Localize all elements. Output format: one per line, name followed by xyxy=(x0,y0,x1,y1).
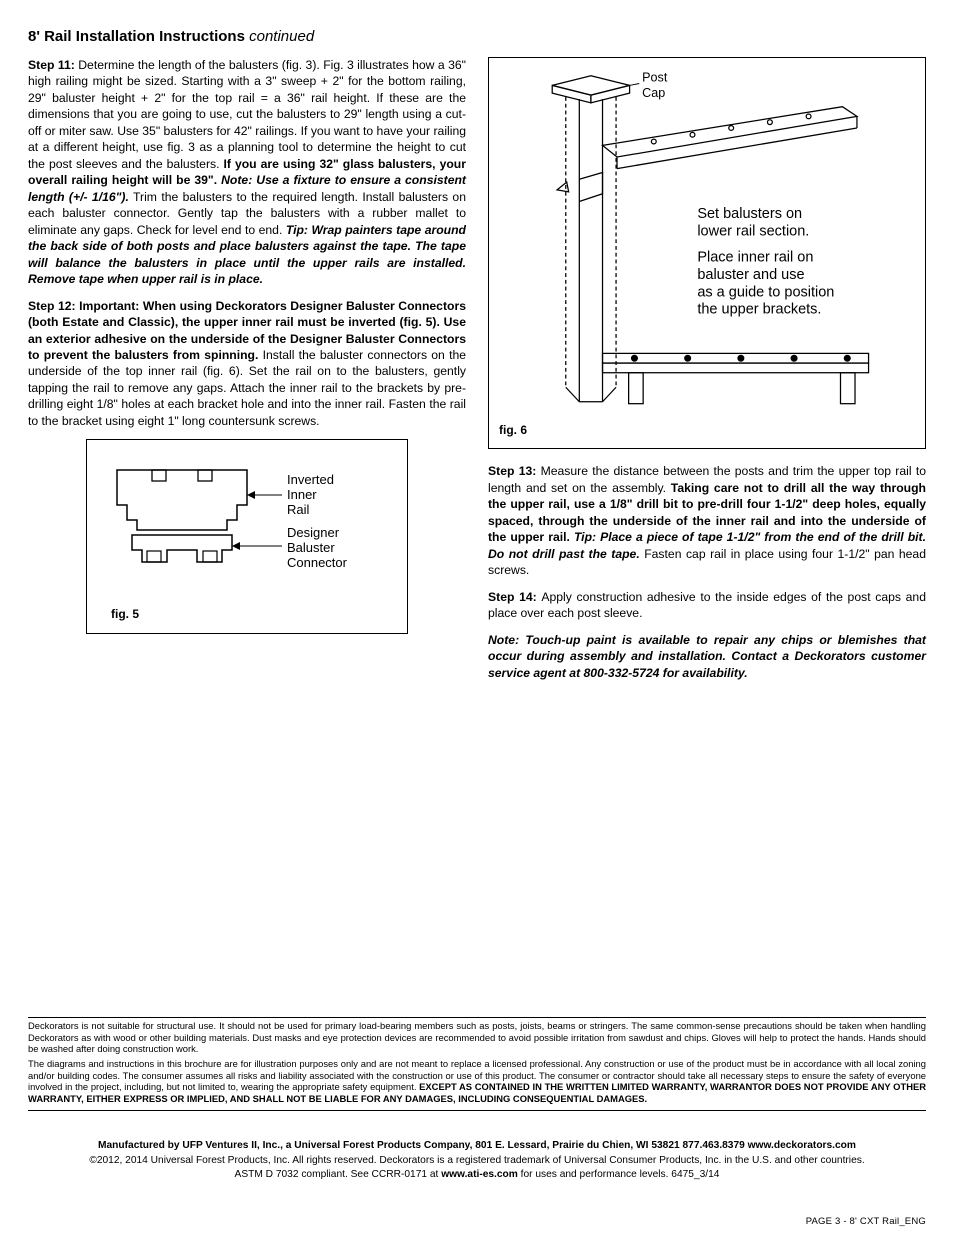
right-column: Post Cap Set balusters on lower rail sec… xyxy=(488,57,926,691)
fig6-l3: Place inner rail on xyxy=(697,249,813,265)
fig5-l-connector: Connector xyxy=(287,555,348,570)
step-13-label: Step 13: xyxy=(488,464,541,478)
figure-5-caption: fig. 5 xyxy=(111,606,397,622)
step-12: Step 12: Important: When using Deckorato… xyxy=(28,298,466,430)
footer-line-3: ASTM D 7032 compliant. See CCRR-0171 at … xyxy=(28,1168,926,1182)
title-continued: continued xyxy=(245,28,314,45)
page-number: PAGE 3 - 8' CXT Rail_ENG xyxy=(806,1216,926,1227)
fig6-post: Post xyxy=(642,71,668,85)
fig6-l4: baluster and use xyxy=(697,267,804,283)
footer-l3c: for uses and performance levels. 6475_3/… xyxy=(518,1169,720,1180)
fig5-l-baluster: Baluster xyxy=(287,540,335,555)
document-page: 8' Rail Installation Instructions contin… xyxy=(0,0,954,1235)
fig5-l-rail: Rail xyxy=(287,502,310,517)
touch-up-note: Note: Touch-up paint is available to rep… xyxy=(488,632,926,681)
step-13: Step 13: Measure the distance between th… xyxy=(488,463,926,578)
step-14: Step 14: Apply construction adhesive to … xyxy=(488,589,926,622)
step-14-t1: Apply construction adhesive to the insid… xyxy=(488,590,926,620)
footer-line-2: ©2012, 2014 Universal Forest Products, I… xyxy=(28,1154,926,1168)
figure-5: Inverted Inner Rail Designer Baluster Co… xyxy=(86,439,408,633)
step-11-t1: Determine the length of the balusters (f… xyxy=(28,58,466,171)
page-title: 8' Rail Installation Instructions contin… xyxy=(28,28,926,45)
fig6-l5: as a guide to position xyxy=(697,284,834,300)
divider-bottom xyxy=(28,1110,926,1111)
step-14-label: Step 14: xyxy=(488,590,541,604)
spacer xyxy=(28,691,926,1011)
figure-6-caption: fig. 6 xyxy=(499,422,915,438)
disclaimer-2: The diagrams and instructions in this br… xyxy=(28,1058,926,1104)
footer: Manufactured by UFP Ventures II, Inc., a… xyxy=(28,1139,926,1182)
figure-5-svg: Inverted Inner Rail Designer Baluster Co… xyxy=(97,450,377,600)
figure-5-container: Inverted Inner Rail Designer Baluster Co… xyxy=(28,439,466,633)
two-column-layout: Step 11: Determine the length of the bal… xyxy=(28,57,926,691)
footer-l3b: www.ati-es.com xyxy=(441,1169,518,1180)
disclaimer-1: Deckorators is not suitable for structur… xyxy=(28,1020,926,1054)
footer-line-1: Manufactured by UFP Ventures II, Inc., a… xyxy=(28,1139,926,1153)
figure-6-svg: Post Cap Set balusters on lower rail sec… xyxy=(499,68,915,416)
fig5-l-inverted: Inverted xyxy=(287,472,334,487)
left-column: Step 11: Determine the length of the bal… xyxy=(28,57,466,691)
fig6-l2: lower rail section. xyxy=(697,223,809,239)
divider-top xyxy=(28,1017,926,1018)
figure-6: Post Cap Set balusters on lower rail sec… xyxy=(488,57,926,449)
footer-l3a: ASTM D 7032 compliant. See CCRR-0171 at xyxy=(235,1169,442,1180)
step-11-label: Step 11: xyxy=(28,58,78,72)
step-11: Step 11: Determine the length of the bal… xyxy=(28,57,466,288)
fig5-l-inner: Inner xyxy=(287,487,317,502)
fig5-l-designer: Designer xyxy=(287,525,340,540)
fig6-l6: the upper brackets. xyxy=(697,302,821,318)
title-main: 8' Rail Installation Instructions xyxy=(28,28,245,45)
fig6-cap: Cap xyxy=(642,86,665,100)
fig6-l1: Set balusters on xyxy=(697,206,802,222)
